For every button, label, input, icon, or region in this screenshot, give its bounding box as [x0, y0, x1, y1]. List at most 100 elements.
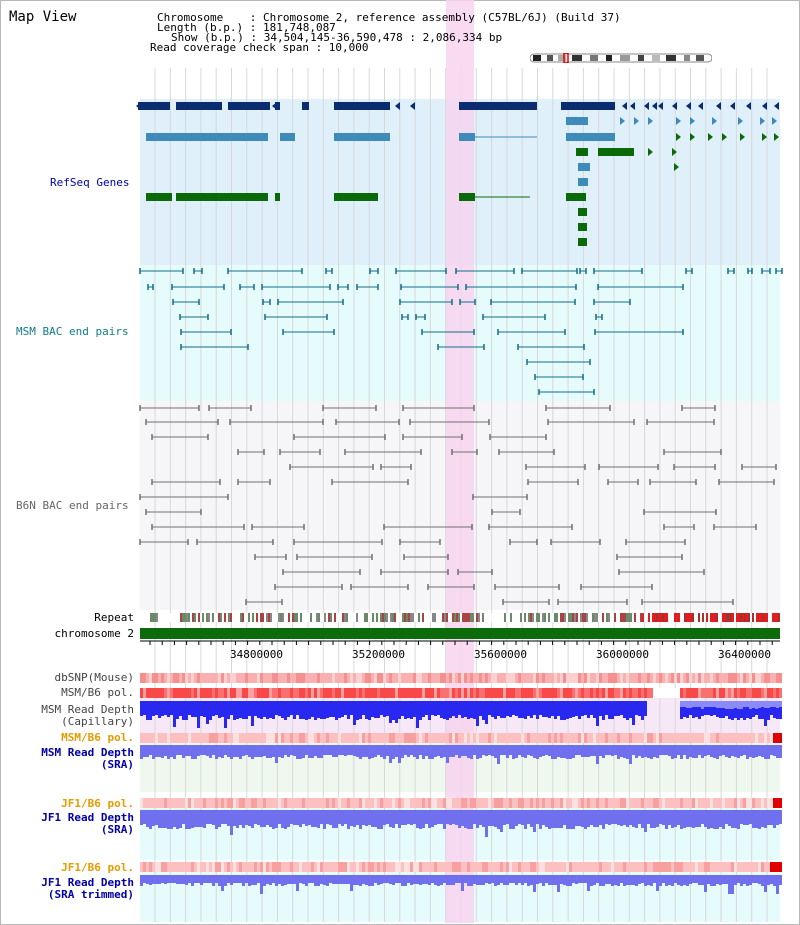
- jf1-depth-sra-label[interactable]: JF1 Read Depth: [41, 811, 134, 824]
- gene-exon: [334, 102, 390, 110]
- depth-bar: [428, 701, 431, 720]
- heat-cell: [776, 673, 779, 683]
- msm-depth-sra-label[interactable]: MSM Read Depth: [41, 746, 134, 759]
- heat-cell: [152, 798, 155, 808]
- jf1-depth-trim-label[interactable]: JF1 Read Depth: [41, 876, 134, 889]
- heat-cell: [650, 673, 653, 683]
- depth-bar: [518, 875, 521, 883]
- repeat-mark: [346, 613, 348, 622]
- depth-bar: [443, 875, 446, 883]
- heat-cell: [218, 733, 221, 743]
- repeat-mark: [640, 613, 642, 622]
- depth-bar: [716, 745, 719, 759]
- depth-bar: [779, 745, 782, 758]
- gene-arrow: [566, 102, 571, 110]
- heat-cell: [233, 862, 236, 872]
- heat-cell: [173, 862, 176, 872]
- heat-cell: [728, 798, 731, 808]
- depth-bar: [344, 875, 347, 884]
- heat-cell: [380, 688, 383, 698]
- heat-cell: [521, 862, 524, 872]
- msm-pol2-label[interactable]: MSM/B6 pol.: [61, 731, 134, 744]
- depth-bar: [266, 875, 269, 884]
- heat-cell: [266, 798, 269, 808]
- heat-cell: [395, 688, 398, 698]
- heat-cell: [620, 798, 623, 808]
- heat-cell: [779, 733, 782, 743]
- heat-cell: [617, 862, 620, 872]
- heat-cell: [398, 688, 401, 698]
- heat-cell: [692, 673, 695, 683]
- repeat-mark: [704, 613, 706, 622]
- repeat-mark: [600, 613, 602, 622]
- depth-bar: [581, 745, 584, 757]
- depth-bar: [698, 701, 701, 707]
- depth-bar: [290, 875, 293, 884]
- heat-cell: [230, 673, 233, 683]
- heat-cell: [149, 798, 152, 808]
- jf1-pol-label[interactable]: JF1/B6 pol.: [61, 797, 134, 810]
- depth-bar: [488, 875, 491, 884]
- dbsnp-label[interactable]: dbSNP(Mouse): [54, 671, 134, 684]
- depth-bar: [608, 875, 611, 884]
- heat-cell: [554, 733, 557, 743]
- depth-bar: [569, 875, 572, 886]
- heat-cell: [239, 688, 242, 698]
- msm-bac-label[interactable]: MSM BAC end pairs: [16, 325, 129, 338]
- heat-cell: [443, 798, 446, 808]
- repeat-mark: [252, 613, 254, 622]
- jf1-pol2-label[interactable]: JF1/B6 pol.: [61, 861, 134, 874]
- depth-bar: [746, 745, 749, 759]
- msm-depth-cap-label[interactable]: MSM Read Depth: [41, 703, 134, 716]
- heat-cell: [698, 798, 701, 808]
- heat-cell: [713, 862, 716, 872]
- heat-cell: [242, 862, 245, 872]
- heat-cell: [524, 798, 527, 808]
- heat-cell: [452, 733, 455, 743]
- heat-cell: [563, 673, 566, 683]
- depth-bar: [590, 810, 593, 825]
- depth-bar: [764, 745, 767, 759]
- heat-cell: [215, 733, 218, 743]
- depth-bar: [224, 745, 227, 755]
- depth-bar: [215, 875, 218, 883]
- heat-cell: [272, 798, 275, 808]
- depth-bar: [776, 701, 779, 708]
- heat-cell: [506, 862, 509, 872]
- depth-bar: [221, 875, 224, 891]
- depth-bar: [161, 745, 164, 758]
- heat-cell: [386, 688, 389, 698]
- refseq-genes-label[interactable]: RefSeq Genes: [50, 176, 130, 189]
- depth-bar: [191, 701, 194, 717]
- depth-bar: [557, 745, 560, 757]
- repeat-mark: [608, 613, 610, 622]
- repeat-mark: [420, 613, 422, 622]
- depth-bar: [629, 875, 632, 885]
- heat-cell: [434, 798, 437, 808]
- repeat-mark: [632, 613, 634, 622]
- heat-cell: [440, 862, 443, 872]
- repeat-mark: [436, 613, 438, 622]
- heat-cell: [617, 798, 620, 808]
- depth-bar: [533, 810, 536, 832]
- msm-pol-label[interactable]: MSM/B6 pol.: [61, 686, 134, 699]
- chromosome-ideogram[interactable]: [530, 53, 712, 63]
- heat-cell: [641, 733, 644, 743]
- depth-bar: [371, 745, 374, 758]
- depth-bar: [350, 701, 353, 715]
- depth-bar: [317, 875, 320, 886]
- heat-cell: [677, 798, 680, 808]
- depth-bar: [371, 701, 374, 717]
- heat-cell: [407, 688, 410, 698]
- depth-bar: [410, 745, 413, 755]
- depth-bar: [458, 810, 461, 828]
- heat-cell: [410, 862, 413, 872]
- depth-bar: [494, 701, 497, 719]
- b6n-bac-label[interactable]: B6N BAC end pairs: [16, 499, 129, 512]
- heat-cell: [500, 673, 503, 683]
- depth-bar: [410, 875, 413, 885]
- heat-cell: [461, 862, 464, 872]
- heat-cell: [275, 733, 278, 743]
- repeat-mark: [458, 613, 460, 622]
